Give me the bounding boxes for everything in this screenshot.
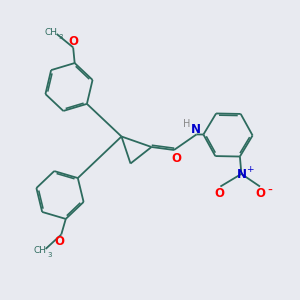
Text: O: O xyxy=(55,235,65,248)
Text: 3: 3 xyxy=(59,34,63,40)
Text: O: O xyxy=(69,35,79,48)
Text: N: N xyxy=(191,122,201,136)
Text: 3: 3 xyxy=(48,252,52,258)
Text: -: - xyxy=(267,184,272,198)
Text: CH: CH xyxy=(45,28,58,37)
Text: H: H xyxy=(183,119,190,129)
Text: +: + xyxy=(246,165,253,174)
Text: CH: CH xyxy=(34,246,47,255)
Text: O: O xyxy=(214,187,224,200)
Text: O: O xyxy=(255,187,265,200)
Text: N: N xyxy=(237,168,247,181)
Text: O: O xyxy=(171,152,182,165)
